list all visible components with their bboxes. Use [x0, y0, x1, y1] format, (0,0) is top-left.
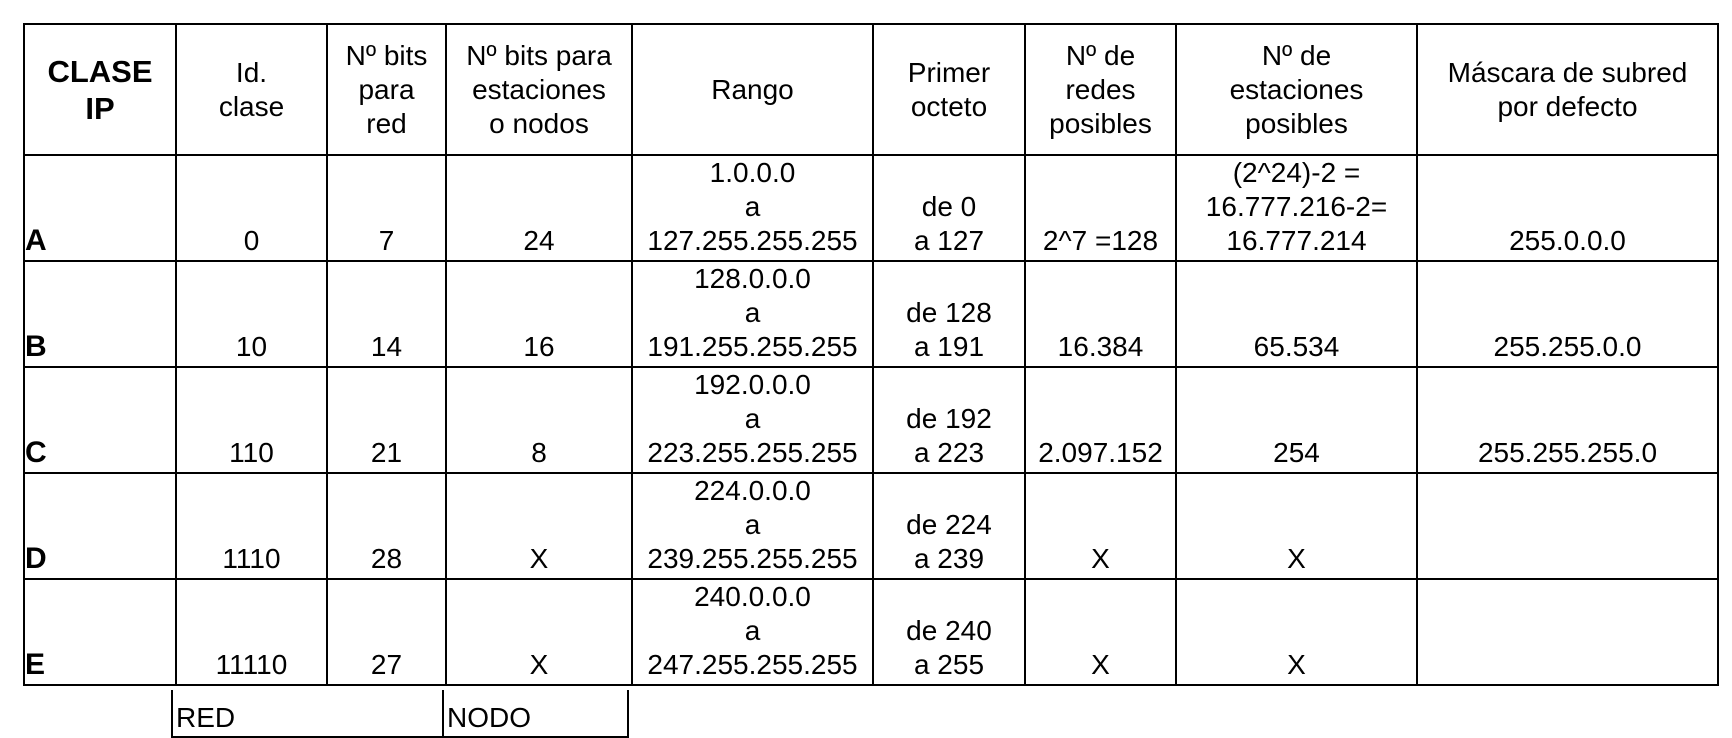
cell-estaciones: 65.534: [1175, 260, 1418, 368]
cell-rango: 1.0.0.0 a 127.255.255.255: [631, 154, 874, 262]
cell-clase: E: [23, 578, 177, 686]
cell-mascara: 255.0.0.0: [1416, 154, 1719, 262]
cell-redes: 2.097.152: [1024, 366, 1177, 474]
cell-bits-nodos: X: [445, 578, 633, 686]
cell-id: 10: [175, 260, 328, 368]
table-row: D 1110 28 X 224.0.0.0 a 239.255.255.255 de 22…: [23, 472, 1719, 580]
cell-estaciones: X: [1175, 578, 1418, 686]
header-row: CLASE IP Id. clase Nº bits para red Nº b…: [23, 23, 1719, 156]
cell-bits-red: 7: [326, 154, 447, 262]
cell-clase: D: [23, 472, 177, 580]
cell-redes: X: [1024, 472, 1177, 580]
cell-bits-red: 28: [326, 472, 447, 580]
cell-estaciones: (2^24)-2 = 16.777.216-2= 16.777.214: [1175, 154, 1418, 262]
cell-mascara: 255.255.0.0: [1416, 260, 1719, 368]
cell-bits-red: 14: [326, 260, 447, 368]
cell-octeto: de 128 a 191: [872, 260, 1026, 368]
cell-bits-nodos: 24: [445, 154, 633, 262]
cell-estaciones: X: [1175, 472, 1418, 580]
legend-table: RED NODO: [171, 690, 629, 738]
table-row: A 0 7 24 1.0.0.0 a 127.255.255.255 de 0 a 127…: [23, 154, 1719, 262]
cell-clase: C: [23, 366, 177, 474]
cell-id: 0: [175, 154, 328, 262]
cell-octeto: de 224 a 239: [872, 472, 1026, 580]
table-row: C 110 21 8 192.0.0.0 a 223.255.255.255 de 192…: [23, 366, 1719, 474]
cell-redes: X: [1024, 578, 1177, 686]
cell-estaciones: 254: [1175, 366, 1418, 474]
table-row: B 10 14 16 128.0.0.0 a 191.255.255.255 de 128…: [23, 260, 1719, 368]
header-id-clase: Id. clase: [175, 23, 328, 156]
cell-bits-nodos: 16: [445, 260, 633, 368]
header-bits-red: Nº bits para red: [326, 23, 447, 156]
cell-mascara: [1416, 578, 1719, 686]
cell-bits-nodos: 8: [445, 366, 633, 474]
cell-octeto: de 240 a 255: [872, 578, 1026, 686]
cell-redes: 2^7 =128: [1024, 154, 1177, 262]
cell-clase: A: [23, 154, 177, 262]
header-redes-posibles: Nº de redes posibles: [1024, 23, 1177, 156]
cell-rango: 224.0.0.0 a 239.255.255.255: [631, 472, 874, 580]
header-primer-octeto: Primer octeto: [872, 23, 1026, 156]
cell-rango: 240.0.0.0 a 247.255.255.255: [631, 578, 874, 686]
legend-row: RED NODO: [171, 690, 629, 738]
header-estaciones-posibles: Nº de estaciones posibles: [1175, 23, 1418, 156]
legend-red: RED: [171, 690, 444, 738]
cell-rango: 128.0.0.0 a 191.255.255.255: [631, 260, 874, 368]
cell-octeto: de 192 a 223: [872, 366, 1026, 474]
cell-bits-red: 21: [326, 366, 447, 474]
cell-mascara: 255.255.255.0: [1416, 366, 1719, 474]
cell-octeto: de 0 a 127: [872, 154, 1026, 262]
cell-id: 11110: [175, 578, 328, 686]
cell-rango: 192.0.0.0 a 223.255.255.255: [631, 366, 874, 474]
table-row: E 11110 27 X 240.0.0.0 a 247.255.255.255 de 2…: [23, 578, 1719, 686]
header-mascara: Máscara de subred por defecto: [1416, 23, 1719, 156]
cell-clase: B: [23, 260, 177, 368]
cell-redes: 16.384: [1024, 260, 1177, 368]
cell-mascara: [1416, 472, 1719, 580]
cell-bits-red: 27: [326, 578, 447, 686]
header-clase-ip: CLASE IP: [23, 23, 177, 156]
cell-bits-nodos: X: [445, 472, 633, 580]
cell-id: 110: [175, 366, 328, 474]
cell-id: 1110: [175, 472, 328, 580]
header-bits-nodos: Nº bits para estaciones o nodos: [445, 23, 633, 156]
header-rango: Rango: [631, 23, 874, 156]
legend-nodo: NODO: [442, 690, 629, 738]
ip-classes-table: CLASE IP Id. clase Nº bits para red Nº b…: [23, 23, 1719, 686]
